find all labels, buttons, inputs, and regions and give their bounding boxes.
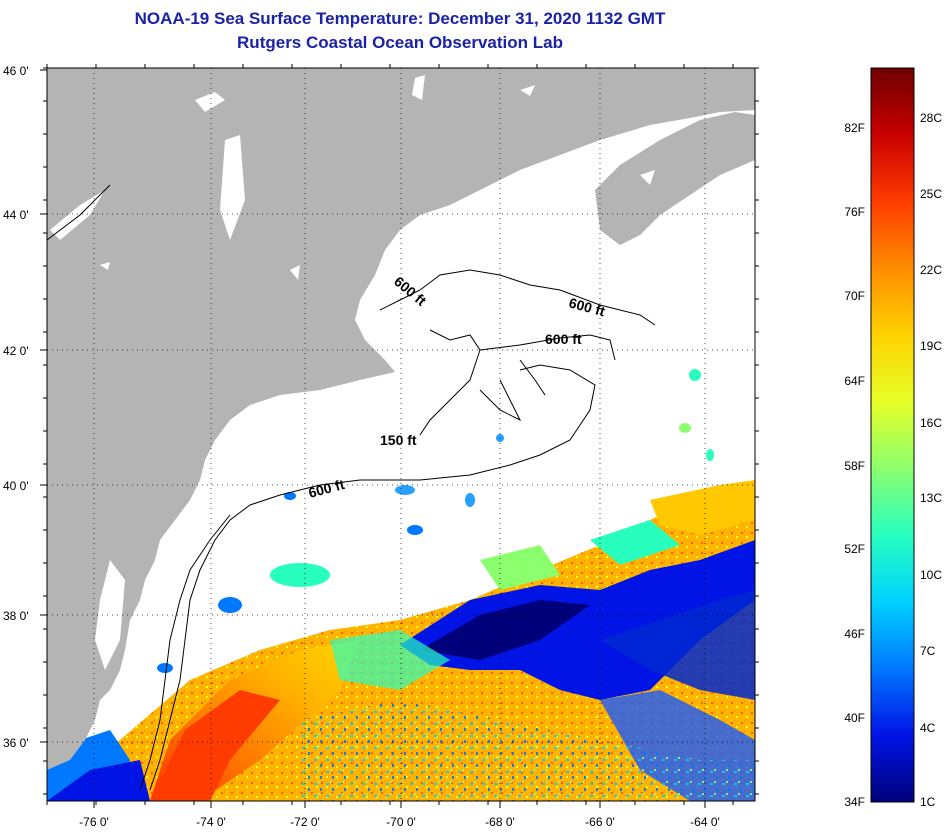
- lat-tick-label: 42 0': [3, 344, 29, 358]
- lat-tick-label: 44 0': [3, 208, 29, 222]
- map-area: [47, 68, 755, 801]
- colorbar-swatch: [870, 67, 915, 803]
- lat-tick-label: 46 0': [3, 64, 29, 78]
- axis-ticks: [40, 64, 759, 808]
- colorbar-c-label: 16C: [920, 416, 942, 430]
- colorbar-c-label: 28C: [920, 111, 942, 125]
- land-mass: [47, 68, 755, 770]
- lat-tick-label: 38 0': [3, 609, 29, 623]
- lon-tick-label: -72 0': [290, 815, 320, 829]
- colorbar-c-label: 25C: [920, 187, 942, 201]
- colorbar-f-label: 82F: [844, 121, 865, 135]
- colorbar-f-label: 64F: [844, 374, 865, 388]
- lon-tick-label: -64 0': [690, 815, 720, 829]
- colorbar-c-label: 4C: [920, 721, 936, 735]
- lon-tick-label: -70 0': [386, 815, 416, 829]
- colorbar-f-label: 34F: [844, 795, 865, 809]
- colorbar-f-label: 40F: [844, 711, 865, 725]
- colorbar-c-label: 7C: [920, 644, 936, 658]
- colorbar: 82F 76F 70F 64F 58F 52F 46F 40F 34F 28C 25C 22C 19C 1…: [844, 67, 942, 809]
- map-subtitle: Rutgers Coastal Ocean Observation Lab: [237, 33, 563, 52]
- colorbar-f-label: 46F: [844, 627, 865, 641]
- lat-tick-label: 40 0': [3, 479, 29, 493]
- contour-label: 600 ft: [545, 331, 582, 347]
- bathymetry-contours: [47, 184, 656, 791]
- colorbar-f-label: 58F: [844, 459, 865, 473]
- lon-tick-label: -66 0': [585, 815, 615, 829]
- colorbar-f-label: 52F: [844, 542, 865, 556]
- colorbar-c-label: 13C: [920, 491, 942, 505]
- colorbar-c-label: 19C: [920, 339, 942, 353]
- colorbar-c-label: 10C: [920, 568, 942, 582]
- sst-imagery: [47, 369, 755, 801]
- lon-tick-label: -74 0': [196, 815, 226, 829]
- colorbar-labels: 82F 76F 70F 64F 58F 52F 46F 40F 34F 28C 25C 22C 19C 1…: [844, 111, 942, 809]
- lon-tick-label: -68 0': [485, 815, 515, 829]
- lat-tick-label: 36 0': [3, 736, 29, 750]
- axis-labels: -76 0' -74 0' -72 0' -70 0' -68 0' -66 0' -64 …: [3, 64, 720, 829]
- colorbar-c-label: 1C: [920, 795, 936, 809]
- colorbar-f-label: 76F: [844, 205, 865, 219]
- colorbar-f-label: 70F: [844, 289, 865, 303]
- graticule: [47, 68, 755, 801]
- lon-tick-label: -76 0': [79, 815, 109, 829]
- contour-label: 150 ft: [380, 432, 417, 448]
- map-title: NOAA-19 Sea Surface Temperature: Decembe…: [134, 9, 666, 28]
- colorbar-c-label: 22C: [920, 263, 942, 277]
